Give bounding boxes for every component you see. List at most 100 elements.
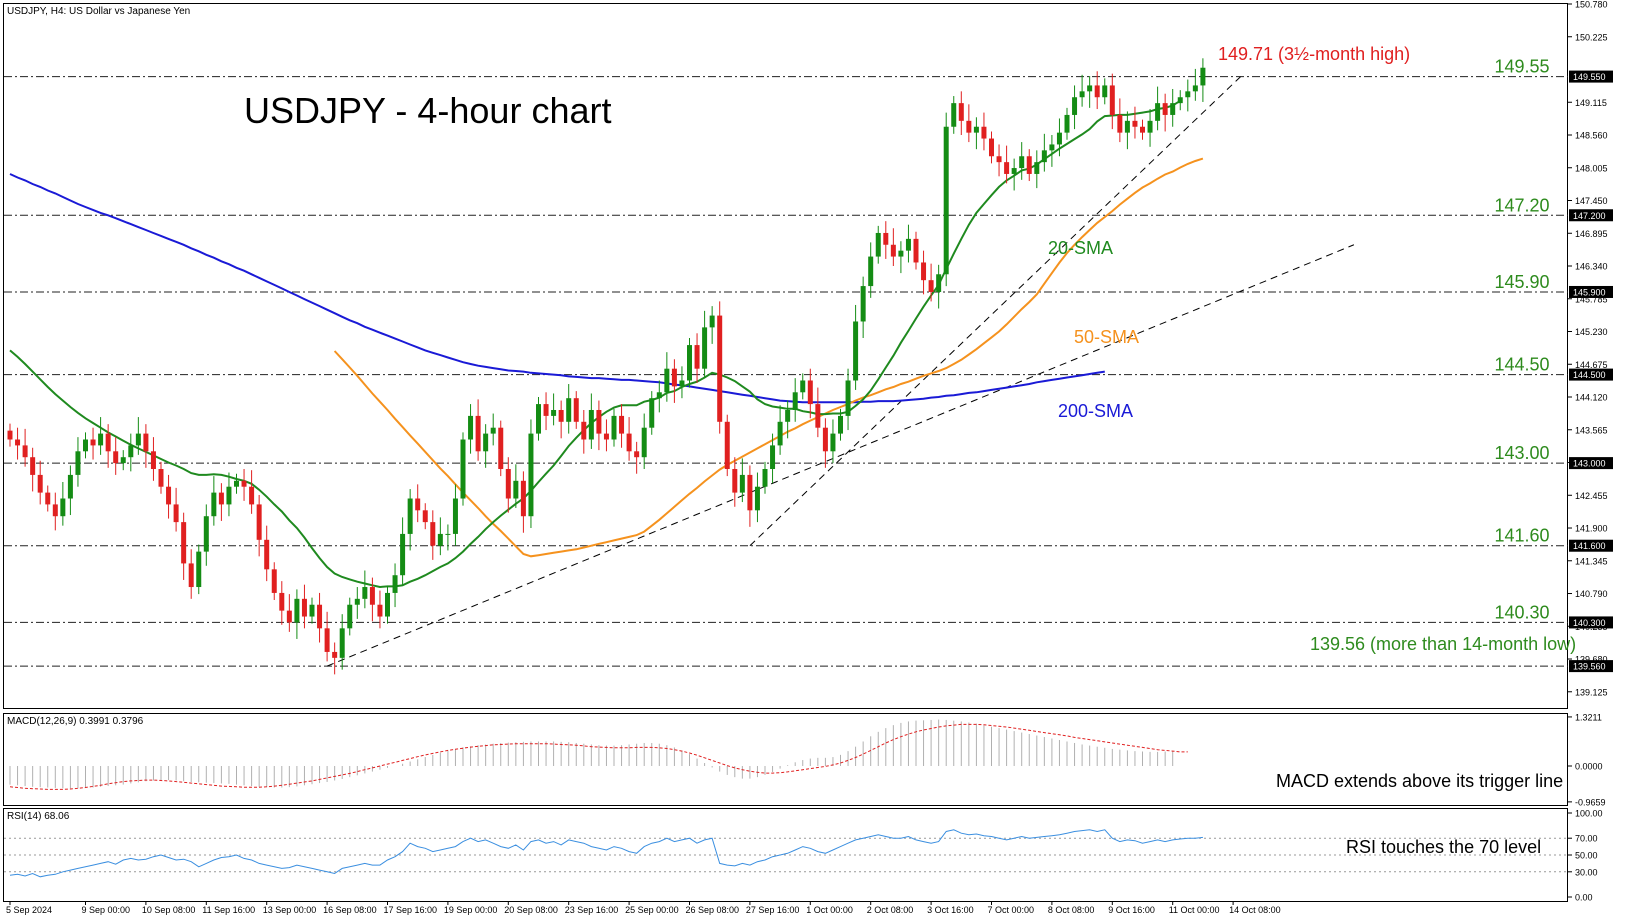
bull-candle <box>452 484 458 546</box>
bull-candle <box>135 417 141 455</box>
bull-candle <box>536 397 541 441</box>
candle-body <box>218 492 224 505</box>
bull-candle <box>785 400 791 439</box>
bear-candle <box>218 483 224 521</box>
price-levels: 149.55 147.20 145.90 144.50 143.00 141.60 140.… <box>4 57 1568 667</box>
candle-body <box>860 286 866 322</box>
price-panel[interactable] <box>3 3 1568 709</box>
time-tick-label: 14 Oct 08:00 <box>1229 905 1281 915</box>
bear-candle <box>1094 71 1100 110</box>
bull-candle <box>588 393 594 449</box>
candle-body <box>528 433 534 517</box>
bear-candle <box>166 474 172 519</box>
candle-body <box>807 380 813 405</box>
bull-candle <box>702 310 708 379</box>
price-tick-label: 148.560 <box>1575 131 1608 141</box>
bear-candle <box>317 592 323 643</box>
candle-body <box>1041 150 1047 163</box>
bear-candle <box>694 333 700 383</box>
candle-body <box>1102 85 1108 98</box>
bull-candle <box>679 366 685 399</box>
bull-candle <box>1087 75 1093 108</box>
bear-candle <box>52 492 58 531</box>
candle-body <box>196 551 202 588</box>
sma50-label: 50-SMA <box>1074 327 1139 347</box>
time-tick-label: 2 Oct 08:00 <box>867 905 914 915</box>
price-tick-label: 145.230 <box>1575 327 1608 337</box>
candle-body <box>105 433 111 452</box>
candle-body <box>513 480 519 499</box>
candle-body <box>989 138 994 157</box>
time-tick-label: 3 Oct 16:00 <box>927 905 974 915</box>
bull-candle <box>1177 90 1183 111</box>
candle-body <box>536 404 541 434</box>
bull-candle <box>868 242 874 298</box>
bear-candle <box>158 461 164 494</box>
price-tick-label: 144.120 <box>1575 393 1608 403</box>
candle-body <box>279 592 285 611</box>
bear-candle <box>996 144 1002 177</box>
level-price-box-label: 143.000 <box>1573 459 1606 469</box>
candle-body <box>822 427 828 452</box>
candle-body <box>339 628 345 658</box>
bear-candle <box>543 392 549 431</box>
price-tick-label: 146.895 <box>1575 229 1608 239</box>
sma50-line <box>333 157 1204 558</box>
bear-candle <box>30 447 36 492</box>
bear-candle <box>913 231 919 270</box>
candle-body <box>430 522 436 546</box>
macd-note: MACD extends above its trigger line <box>1276 771 1563 791</box>
candle-body <box>1064 114 1070 133</box>
candle-body <box>7 430 13 440</box>
time-tick-label: 9 Oct 16:00 <box>1108 905 1155 915</box>
candle-body <box>354 598 360 605</box>
bull-candle <box>853 304 859 390</box>
price-tick-label: 144.675 <box>1575 360 1608 370</box>
bull-candle <box>754 472 760 523</box>
bull-candle <box>649 391 655 435</box>
candle-body <box>483 433 489 452</box>
bear-candle <box>498 420 504 477</box>
candle-body <box>173 504 179 523</box>
price-tick-label: 141.345 <box>1575 556 1608 566</box>
candle-body <box>898 250 904 257</box>
candle-body <box>301 598 307 617</box>
candle-body <box>407 498 413 534</box>
candle-body <box>135 433 141 446</box>
candle-body <box>611 415 617 440</box>
bull-candle <box>226 472 232 517</box>
candle-body <box>150 451 156 470</box>
bull-candle <box>468 404 474 454</box>
time-tick-label: 13 Sep 00:00 <box>263 905 317 915</box>
bear-candle <box>603 419 609 452</box>
candle-body <box>641 427 647 458</box>
bear-candle <box>921 250 927 295</box>
bull-candle <box>973 117 979 150</box>
bull-candle <box>294 589 300 639</box>
bull-candle <box>1019 142 1025 180</box>
candle-body <box>664 368 670 393</box>
rsi-note: RSI touches the 70 level <box>1346 837 1541 857</box>
time-tick-label: 11 Oct 00:00 <box>1169 905 1220 915</box>
time-axis: 5 Sep 2024 9 Sep 00:00 10 Sep 08:00 11 Sep … <box>6 901 1281 915</box>
macd-tick-label: -0.9659 <box>1575 797 1606 807</box>
candle-body <box>75 451 81 475</box>
price-tick-label: 139.125 <box>1575 687 1608 697</box>
bull-candle <box>943 112 949 287</box>
bear-candle <box>1004 145 1010 184</box>
candle-body <box>1079 91 1085 98</box>
macd-panel[interactable] <box>3 713 1568 806</box>
bull-candle <box>60 481 66 526</box>
candle-body <box>958 103 964 121</box>
candle-body <box>452 498 458 534</box>
rsi-line <box>9 829 1203 878</box>
candle-body <box>286 610 292 623</box>
bull-candle <box>1011 158 1017 191</box>
bull-candle <box>445 524 451 551</box>
candle-body <box>90 439 96 446</box>
bear-candle <box>475 399 481 461</box>
level-price-box-label: 139.560 <box>1573 662 1606 672</box>
bear-candle <box>958 91 964 136</box>
bear-candle <box>324 611 330 662</box>
